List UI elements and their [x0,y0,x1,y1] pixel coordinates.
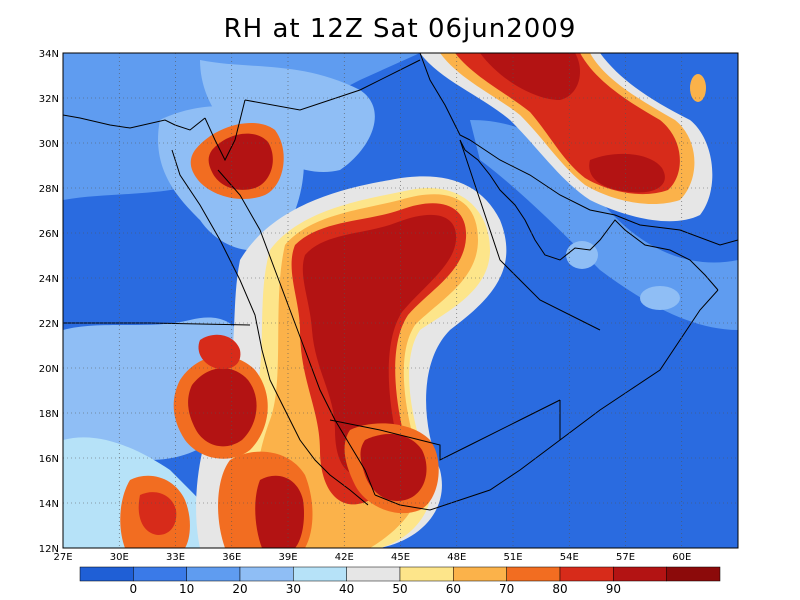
map-title: RH at 12Z Sat 06jun2009 [223,14,577,44]
colorbar-swatch [666,566,721,582]
colorbar-swatch [79,566,134,582]
lon-label-30E: 30E [110,552,129,563]
lat-label-34N: 34N [39,49,59,60]
colorbar-label-0: 0 [130,582,138,596]
lat-label-24N: 24N [39,274,59,285]
border-saudi-east [459,139,601,331]
rh-region-yemen-dark [360,434,427,501]
lat-label-26N: 26N [39,229,59,240]
lat-label-14N: 14N [39,499,59,510]
rh-region-east-light [470,120,738,330]
rh-region-central-dark [302,214,457,476]
lon-label-57E: 57E [616,552,635,563]
lat-label-12N: 12N [39,544,59,555]
colorbar-labels: 0 10 20 30 40 50 60 70 80 90 [130,582,621,596]
lon-label-33E: 33E [166,552,185,563]
lon-label-45E: 45E [391,552,410,563]
coastline-gulf-east [469,139,738,246]
rh-region-sinai-dark [208,133,273,190]
colorbar [79,566,721,582]
lat-label-16N: 16N [39,454,59,465]
lat-label-30N: 30N [39,139,59,150]
rh-region-northwest-pale [200,60,375,172]
colorbar-swatch [506,566,561,582]
rh-region-ethiopia-dark [255,475,305,548]
colorbar-label-90: 90 [606,582,621,596]
colorbar-swatch [293,566,347,582]
colorbar-swatch [613,566,667,582]
lat-label-28N: 28N [39,184,59,195]
colorbar-label-20: 20 [232,582,247,596]
lon-label-54E: 54E [560,552,579,563]
lat-label-22N: 22N [39,319,59,330]
rh-spot-oman-blue [640,286,680,310]
rh-spot-uae-blue [566,241,598,269]
rh-region-sudan-north-red [198,334,241,370]
plot-frame [62,52,739,549]
colorbar-label-80: 80 [552,582,567,596]
colorbar-label-60: 60 [446,582,461,596]
colorbar-label-30: 30 [286,582,301,596]
colorbar-label-70: 70 [499,582,514,596]
rh-region-southwest-red [138,492,177,535]
lat-label-32N: 32N [39,94,59,105]
lat-label-20N: 20N [39,364,59,375]
coastline-gulf-west [459,139,719,291]
lon-label-51E: 51E [503,552,522,563]
longitude-labels: 27E 30E 33E 36E 39E 42E 45E 48E 51E 54E 57E 60E [53,552,691,563]
coastline-red-sea-east [217,169,376,496]
coastlines [63,53,738,511]
rh-region-sudan-dark [188,368,257,447]
colorbar-label-50: 50 [392,582,407,596]
coastline-egypt-north [63,114,206,131]
colorbar-swatch [186,566,241,582]
lon-label-60E: 60E [672,552,691,563]
border-iraq-iran [419,53,471,141]
lon-label-48E: 48E [447,552,466,563]
colorbar-swatch [453,566,507,582]
rh-region-iran-dark-south [589,153,665,193]
coastline-sinai [204,99,246,162]
lon-label-39E: 39E [278,552,297,563]
coastline-red-sea-west [171,149,369,506]
colorbar-swatch [559,566,614,582]
colorbar-swatch [399,566,454,582]
lon-label-36E: 36E [222,552,241,563]
border-saudi-yemen [329,399,561,461]
rh-region-iran-dark-north [480,53,580,100]
colorbar-label-10: 10 [179,582,194,596]
lat-label-18N: 18N [39,409,59,420]
rh-spot-iran-pale [690,74,706,102]
border-arabia-north [244,59,421,111]
rh-field [63,53,738,548]
latitude-labels: 34N 32N 30N 28N 26N 24N 22N 20N 18N 16N 14N 12N [39,49,59,555]
colorbar-label-40: 40 [339,582,354,596]
colorbar-swatch [346,566,401,582]
lon-label-42E: 42E [335,552,354,563]
colorbar-swatch [239,566,294,582]
colorbar-swatch [133,566,187,582]
lat-lon-grid [63,53,738,548]
lon-label-27E: 27E [53,552,72,563]
